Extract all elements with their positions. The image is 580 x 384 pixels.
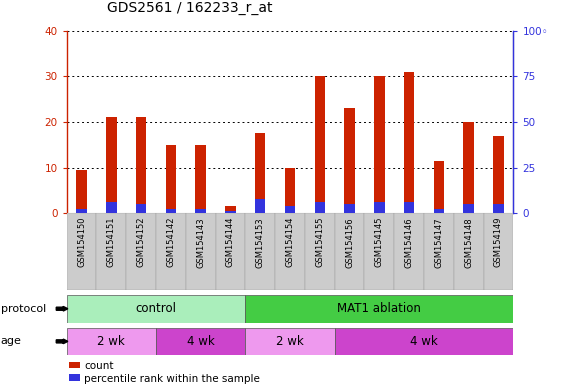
Bar (67, 213, 96, 290)
Text: GSM154146: GSM154146 (405, 217, 414, 268)
Bar (245, 328, 335, 355)
Bar (484, 213, 513, 290)
Bar (156, 328, 245, 355)
Text: GSM154144: GSM154144 (226, 217, 235, 268)
Bar (345, 108, 355, 213)
Bar (70, 374, 80, 381)
Bar (166, 209, 176, 213)
Text: percentile rank within the sample: percentile rank within the sample (84, 374, 260, 384)
Text: GSM154145: GSM154145 (375, 217, 384, 268)
Bar (67, 295, 245, 323)
Bar (216, 213, 245, 290)
Bar (404, 202, 414, 213)
Bar (285, 167, 295, 213)
Bar (314, 76, 325, 213)
Bar (195, 210, 206, 213)
Bar (454, 213, 484, 290)
Bar (364, 213, 394, 290)
Bar (245, 213, 275, 290)
Text: GSM154143: GSM154143 (196, 217, 205, 268)
Bar (335, 213, 364, 290)
Text: 2 wk: 2 wk (276, 335, 304, 348)
Text: 4 wk: 4 wk (410, 335, 438, 348)
Text: GSM154156: GSM154156 (345, 217, 354, 268)
Bar (374, 76, 385, 213)
Text: GSM154151: GSM154151 (107, 217, 116, 268)
Text: control: control (136, 302, 176, 315)
Text: GSM154150: GSM154150 (77, 217, 86, 268)
Bar (463, 122, 474, 213)
Bar (374, 202, 385, 213)
Bar (96, 213, 126, 290)
Bar (67, 328, 156, 355)
Bar (493, 204, 503, 213)
Bar (404, 72, 414, 213)
Bar (77, 170, 87, 213)
Bar (195, 145, 206, 213)
Text: GSM154148: GSM154148 (464, 217, 473, 268)
Bar (434, 161, 444, 213)
Bar (136, 118, 146, 213)
Text: 2 wk: 2 wk (97, 335, 125, 348)
Bar (345, 204, 355, 213)
Text: GSM154147: GSM154147 (434, 217, 443, 268)
Bar (493, 136, 503, 213)
Bar (424, 213, 454, 290)
Text: GSM154149: GSM154149 (494, 217, 503, 268)
Text: GDS2561 / 162233_r_at: GDS2561 / 162233_r_at (107, 2, 273, 15)
Bar (394, 213, 424, 290)
Bar (225, 206, 235, 213)
Bar (314, 202, 325, 213)
Bar (106, 118, 117, 213)
Bar (245, 295, 513, 323)
Bar (77, 210, 87, 213)
Bar (106, 202, 117, 213)
Text: GSM154142: GSM154142 (166, 217, 175, 268)
Bar (463, 204, 474, 213)
Bar (156, 213, 186, 290)
Text: GSM154153: GSM154153 (256, 217, 264, 268)
Bar (335, 328, 513, 355)
Bar (126, 213, 156, 290)
Text: GSM154152: GSM154152 (137, 217, 146, 268)
Bar (136, 204, 146, 213)
Bar (255, 133, 266, 213)
Bar (186, 213, 216, 290)
Bar (434, 209, 444, 213)
Text: GSM154155: GSM154155 (316, 217, 324, 268)
Text: 4 wk: 4 wk (187, 335, 215, 348)
Bar (225, 211, 235, 213)
Bar (275, 213, 305, 290)
Bar (305, 213, 335, 290)
Text: GSM154154: GSM154154 (285, 217, 295, 268)
Text: protocol: protocol (1, 304, 46, 314)
Bar (70, 362, 80, 368)
Text: MAT1 ablation: MAT1 ablation (338, 302, 421, 315)
Bar (285, 206, 295, 213)
Text: age: age (1, 336, 21, 346)
Bar (166, 145, 176, 213)
Bar (255, 199, 266, 213)
Text: count: count (84, 361, 114, 371)
